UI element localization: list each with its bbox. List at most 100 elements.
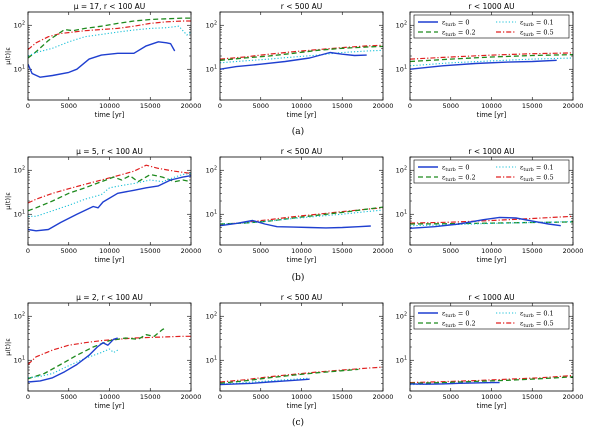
series-group — [220, 44, 383, 70]
legend: εturb = 0 εturb = 0.1 εturb = 0.2 εturb = 0… — [413, 305, 570, 330]
legend-box — [413, 159, 570, 184]
x-tick-label: 15000 — [332, 247, 353, 255]
x-tick-label: 0 — [408, 393, 412, 401]
y-axis-label: μ(t)|ε — [4, 338, 12, 356]
x-tick-label: 5000 — [442, 247, 459, 255]
series-line-dashdot — [28, 20, 191, 51]
x-axis-label: time [yr] — [287, 111, 317, 119]
x-tick-label: 10000 — [99, 102, 120, 110]
x-tick-label: 5000 — [252, 102, 269, 110]
plot-frame — [409, 156, 574, 246]
x-tick-label: 20000 — [181, 102, 202, 110]
legend-label: εturb = 0.5 — [520, 174, 554, 184]
panel-title: r < 500 AU — [281, 293, 322, 302]
panel-b-1: μ = 5, r < 100 AU 0 5000 10000 15000 20000 101… — [4, 147, 201, 264]
x-axis-label: time [yr] — [287, 256, 317, 264]
y-tick-label: 101 — [396, 65, 407, 74]
x-tick-label: 15000 — [140, 102, 161, 110]
x-tick-label: 0 — [408, 102, 412, 110]
panel-c-3: r < 1000 AU 0 5000 10000 15000 20000 101 102 tim… — [396, 293, 584, 410]
series-line-dashdot — [410, 215, 573, 224]
series-line-dashed — [410, 221, 573, 225]
sublabel-a: (a) — [292, 126, 304, 137]
panel-title: r < 1000 AU — [468, 2, 514, 11]
x-axis-label: time [yr] — [95, 402, 125, 410]
y-tick-label: 102 — [206, 166, 217, 175]
legend-label: εturb = 0 — [442, 310, 469, 320]
series-group — [410, 215, 573, 229]
plot-frame — [219, 302, 384, 392]
series-group — [410, 374, 573, 386]
plot-frame — [219, 156, 384, 246]
panel-title: r < 1000 AU — [468, 293, 514, 302]
x-tick-label: 5000 — [60, 393, 77, 401]
legend-box — [413, 305, 570, 330]
x-tick-label: 20000 — [181, 247, 202, 255]
x-tick-label: 15000 — [332, 393, 353, 401]
x-tick-label: 20000 — [181, 393, 202, 401]
panel-a-3: r < 1000 AU 0 5000 10000 15000 20000 101 102 tim… — [396, 2, 584, 119]
y-tick-label: 101 — [14, 356, 25, 365]
x-tick-label: 15000 — [522, 102, 543, 110]
x-tick-label: 20000 — [563, 393, 584, 401]
x-axis-label: time [yr] — [477, 402, 507, 410]
series-line-dotted — [410, 57, 573, 67]
series-line-solid — [220, 219, 371, 229]
y-tick-label: 101 — [396, 356, 407, 365]
series-line-dashed — [28, 327, 167, 380]
x-tick-label: 20000 — [563, 102, 584, 110]
x-tick-label: 5000 — [442, 102, 459, 110]
x-tick-label: 5000 — [442, 393, 459, 401]
legend: εturb = 0 εturb = 0.1 εturb = 0.2 εturb = 0… — [413, 159, 570, 184]
x-tick-label: 10000 — [481, 393, 502, 401]
x-tick-label: 10000 — [291, 393, 312, 401]
legend-label: εturb = 0.2 — [442, 29, 476, 39]
x-tick-label: 15000 — [140, 393, 161, 401]
panel-title: μ = 2, r < 100 AU — [76, 293, 143, 302]
series-line-dashdot — [28, 335, 191, 365]
series-line-dashed — [410, 376, 573, 384]
panel-b-2: r < 500 AU 0 5000 10000 15000 20000 101 102 time… — [206, 147, 394, 264]
series-line-solid — [28, 175, 191, 232]
legend-label: εturb = 0.2 — [442, 320, 476, 330]
panel-c-1: μ = 2, r < 100 AU 0 5000 10000 15000 20000 101… — [4, 293, 201, 410]
series-line-solid — [410, 216, 561, 229]
y-tick-label: 102 — [14, 312, 25, 321]
x-tick-label: 20000 — [373, 247, 394, 255]
series-line-solid — [220, 51, 367, 70]
series-line-solid — [28, 337, 118, 383]
x-axis-label: time [yr] — [95, 256, 125, 264]
y-tick-label: 101 — [14, 210, 25, 219]
y-tick-label: 102 — [396, 21, 407, 30]
x-tick-label: 15000 — [522, 393, 543, 401]
x-tick-label: 10000 — [291, 247, 312, 255]
series-line-dashdot — [220, 44, 383, 60]
series-line-dashdot — [220, 366, 383, 383]
series-line-dashdot — [220, 207, 383, 226]
x-tick-label: 10000 — [99, 393, 120, 401]
y-tick-label: 101 — [14, 65, 25, 74]
x-tick-label: 20000 — [563, 247, 584, 255]
series-group — [28, 17, 191, 78]
x-tick-label: 0 — [218, 102, 222, 110]
y-axis-label: μ(t)|ε — [4, 47, 12, 65]
series-line-dashdot — [28, 164, 191, 204]
series-line-dotted — [28, 25, 191, 57]
x-axis-label: time [yr] — [95, 111, 125, 119]
x-tick-label: 10000 — [481, 102, 502, 110]
x-tick-label: 5000 — [60, 102, 77, 110]
series-line-dashed — [220, 45, 383, 61]
y-tick-label: 102 — [396, 166, 407, 175]
panel-a-1: μ = 17, r < 100 AU 0 5000 10000 15000 20000 10… — [4, 2, 201, 119]
series-line-solid — [410, 381, 500, 385]
legend-label: εturb = 0.5 — [520, 29, 554, 39]
x-tick-label: 10000 — [99, 247, 120, 255]
series-line-solid — [220, 378, 310, 386]
y-tick-label: 101 — [206, 356, 217, 365]
legend-label: εturb = 0 — [442, 164, 469, 174]
legend-label: εturb = 0.1 — [520, 164, 554, 174]
plot-frame — [409, 302, 574, 392]
series-group — [28, 327, 191, 383]
series-line-solid — [28, 41, 176, 78]
series-line-dashed — [220, 368, 359, 384]
